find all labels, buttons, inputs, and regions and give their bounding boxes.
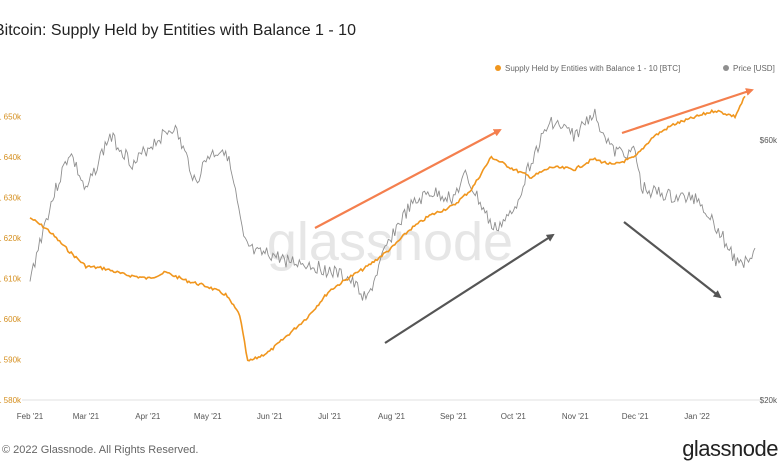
x-tick: May '21	[194, 412, 222, 421]
watermark: glassnode	[267, 212, 513, 272]
y-left-tick: 1 630k	[0, 194, 22, 203]
y-left-tick: 1 610k	[0, 275, 22, 284]
x-tick: Jul '21	[318, 412, 341, 421]
y-left-tick: 1 580k	[0, 396, 22, 405]
chart-title: Bitcoin: Supply Held by Entities with Ba…	[0, 22, 356, 39]
supply-line	[29, 95, 746, 362]
y-left-tick: 1 650k	[0, 113, 22, 122]
brand-logo: glassnode	[682, 436, 778, 461]
legend: Supply Held by Entities with Balance 1 -…	[495, 64, 775, 73]
x-tick: Sep '21	[440, 412, 467, 421]
legend-label-supply: Supply Held by Entities with Balance 1 -…	[505, 64, 680, 73]
x-tick: Aug '21	[378, 412, 405, 421]
arrow-up-1	[314, 129, 502, 229]
legend-label-price: Price [USD]	[733, 64, 775, 73]
legend-dot-supply	[495, 65, 501, 71]
y-axis-left: 1 590k 1 600k 1 610k 1 620k 1 630k 1 640k 1 65…	[0, 113, 22, 406]
legend-dot-price	[723, 65, 729, 71]
x-tick: Apr '21	[135, 412, 161, 421]
x-tick: Feb '21	[17, 412, 44, 421]
x-tick: Nov '21	[562, 412, 589, 421]
copyright-text: © 2022 Glassnode. All Rights Reserved.	[2, 444, 199, 456]
x-tick: Oct '21	[501, 412, 527, 421]
y-axis-right: $60k $20k	[760, 136, 778, 405]
y-left-tick: 1 620k	[0, 234, 22, 243]
arrow-up-2	[621, 88, 754, 135]
trend-arrows	[314, 88, 754, 344]
x-tick: Jun '21	[257, 412, 283, 421]
x-tick: Jan '22	[684, 412, 710, 421]
y-left-tick: 1 590k	[0, 356, 22, 365]
arrow-dark-down	[623, 221, 722, 299]
x-axis: Feb '21 Mar '21 Apr '21 May '21 Jun '21 Jul '…	[17, 412, 711, 421]
arrow-dark-up	[384, 233, 555, 344]
y-right-tick: $60k	[760, 136, 778, 145]
y-left-tick: 1 640k	[0, 153, 22, 162]
x-tick: Dec '21	[622, 412, 649, 421]
y-left-tick: 1 600k	[0, 315, 22, 324]
y-right-tick: $20k	[760, 396, 778, 405]
x-tick: Mar '21	[73, 412, 100, 421]
